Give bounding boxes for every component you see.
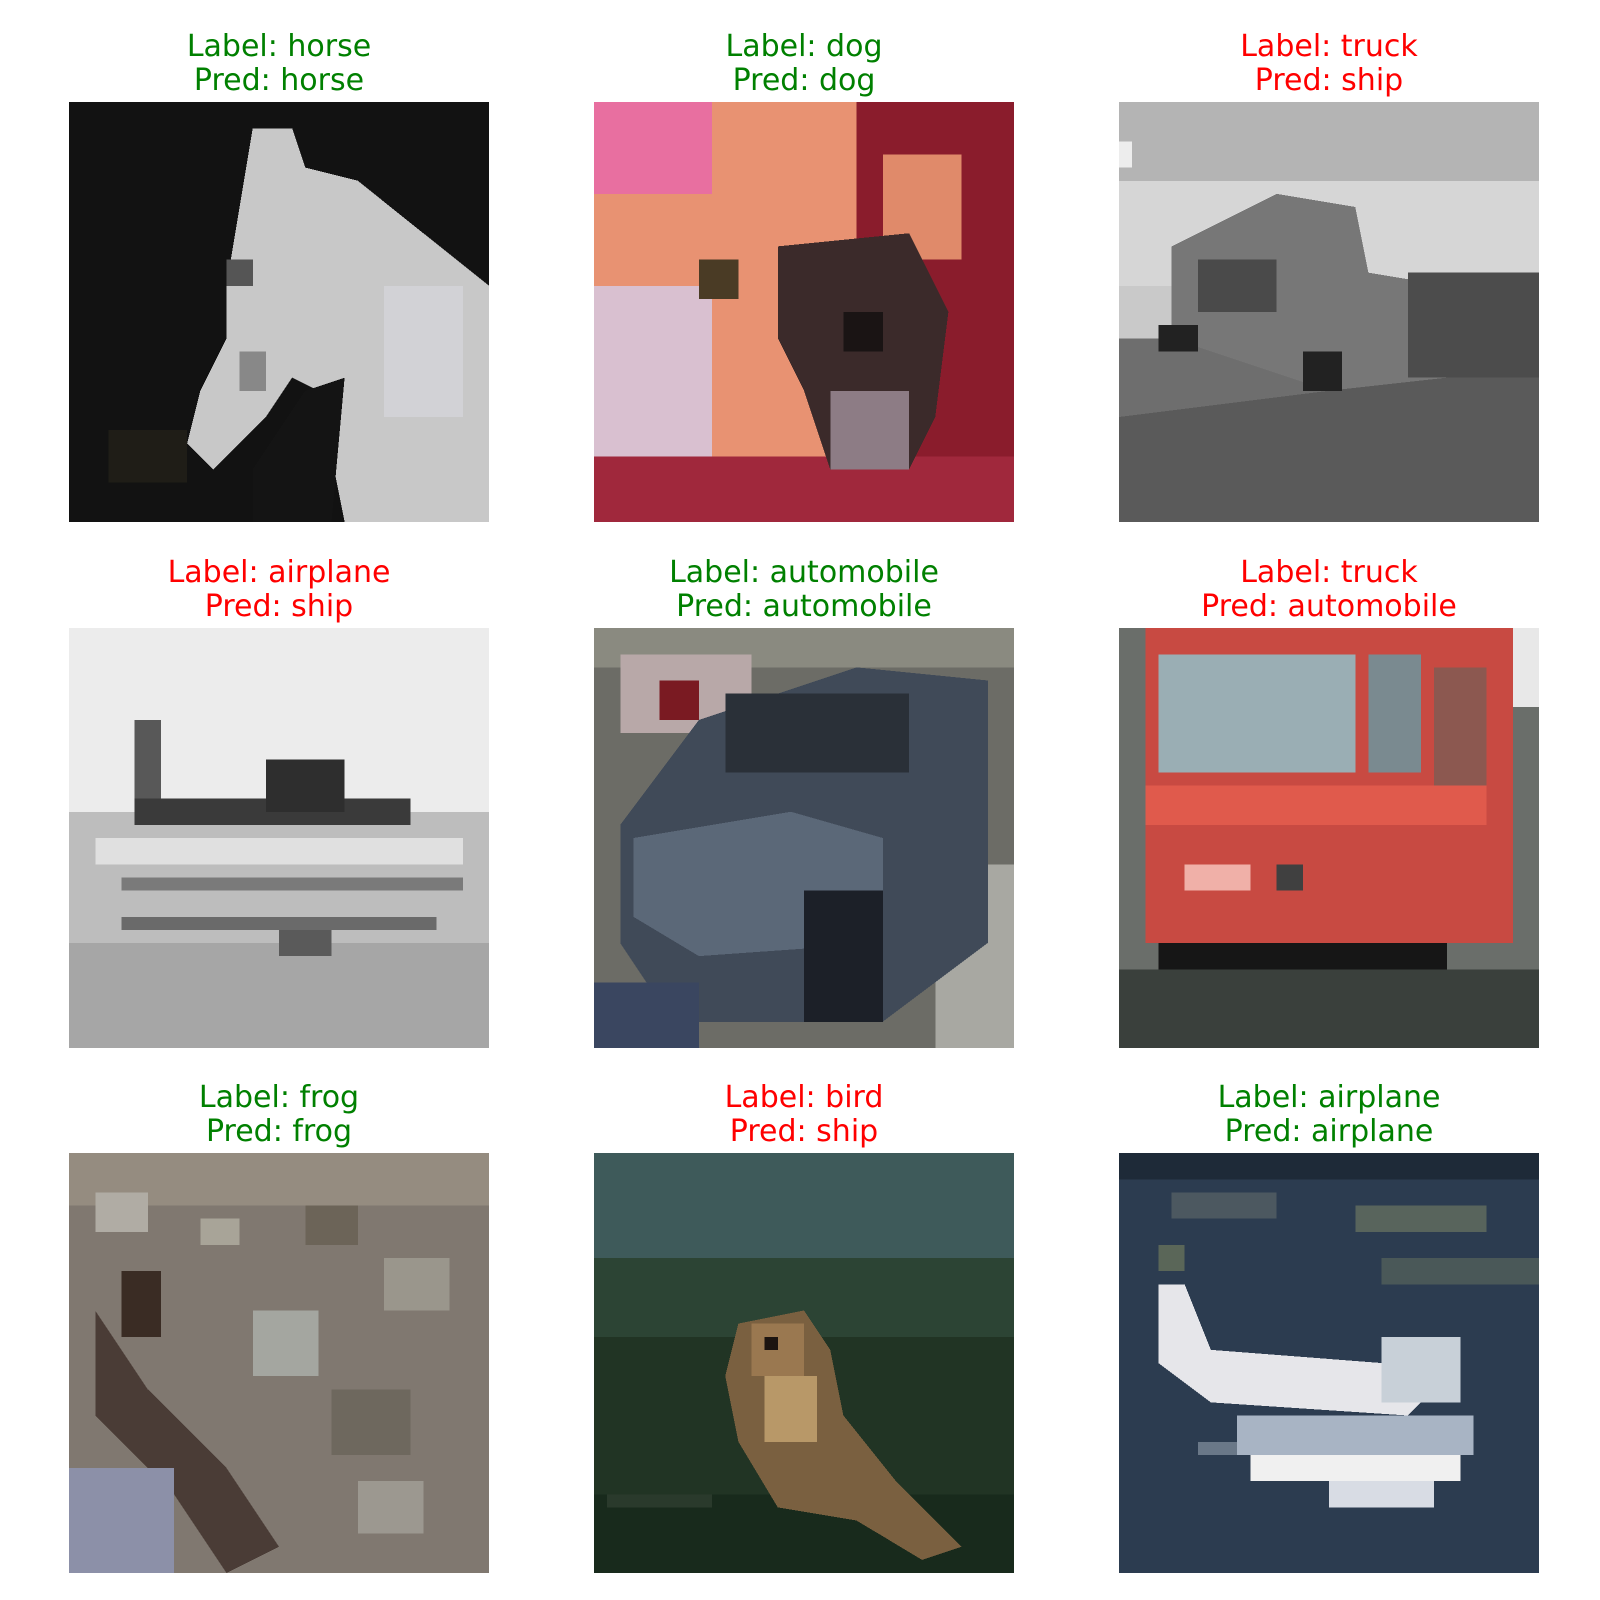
sample-image-frog [69, 1153, 489, 1573]
sample-image-fire-truck [1119, 628, 1539, 1048]
cell-title: Label: airplane Pred: airplane [1119, 1081, 1539, 1149]
pred-text: Pred: ship [729, 1114, 879, 1149]
sample-image-airplane [69, 628, 489, 1048]
label-text: Label: airplane [167, 555, 391, 590]
cell-title: Label: truck Pred: automobile [1119, 556, 1539, 624]
pred-text: Pred: dog [732, 63, 876, 98]
pred-text: Pred: horse [193, 63, 365, 98]
label-text: Label: horse [186, 29, 372, 64]
cell-title: Label: automobile Pred: automobile [594, 556, 1014, 624]
pred-text: Pred: automobile [676, 589, 932, 624]
sample-image-seaplane [1119, 1153, 1539, 1573]
cell-title: Label: frog Pred: frog [69, 1081, 489, 1149]
cell-title: Label: airplane Pred: ship [69, 556, 489, 624]
label-text: Label: automobile [669, 555, 939, 590]
pred-text: Pred: ship [1254, 63, 1404, 98]
pred-text: Pred: ship [204, 589, 354, 624]
label-text: Label: airplane [1217, 1080, 1441, 1115]
sample-image-bird [594, 1153, 1014, 1573]
cell-title: Label: bird Pred: ship [594, 1081, 1014, 1149]
pred-text: Pred: automobile [1201, 589, 1457, 624]
sample-image-automobile [594, 628, 1014, 1048]
sample-image-truck [1119, 102, 1539, 522]
cell-title: Label: truck Pred: ship [1119, 30, 1539, 98]
label-text: Label: truck [1240, 555, 1418, 590]
label-text: Label: bird [724, 1080, 884, 1115]
cell-title: Label: dog Pred: dog [594, 30, 1014, 98]
pred-text: Pred: frog [205, 1114, 352, 1149]
sample-image-dog [594, 102, 1014, 522]
label-text: Label: dog [725, 29, 883, 64]
label-text: Label: frog [198, 1080, 360, 1115]
sample-image-horse [69, 102, 489, 522]
cell-title: Label: horse Pred: horse [69, 30, 489, 98]
pred-text: Pred: airplane [1224, 1114, 1434, 1149]
label-text: Label: truck [1240, 29, 1418, 64]
